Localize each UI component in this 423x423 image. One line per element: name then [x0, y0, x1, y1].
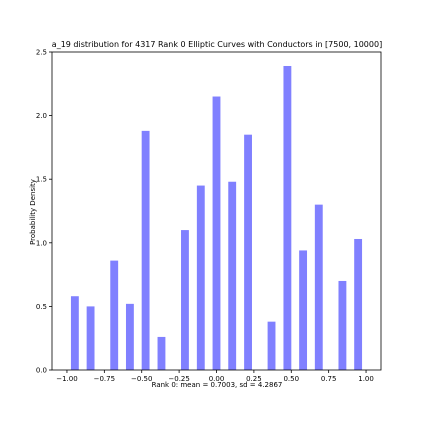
- x-tick-label: −0.25: [168, 375, 189, 383]
- histogram-bar: [354, 238, 363, 370]
- histogram-bar: [70, 296, 79, 370]
- histogram-bar: [110, 260, 119, 370]
- y-tick-label: 1.0: [36, 239, 47, 247]
- x-tick-label: 0.25: [246, 375, 262, 383]
- histogram-bar: [244, 134, 252, 370]
- histogram-bar: [196, 185, 205, 370]
- x-axis-ticks: −1.00 −0.75 −0.50 −0.25 0.00 0.25 0.50 0.75 1.00: [56, 370, 374, 383]
- y-axis-label: Probability Density: [29, 179, 37, 245]
- histogram-bar: [338, 280, 347, 370]
- x-tick-label: −1.00: [56, 375, 77, 383]
- bars-group: [70, 65, 363, 371]
- x-tick-label: 0.50: [283, 375, 299, 383]
- y-tick-label: 0.5: [36, 303, 47, 311]
- y-tick-label: 1.5: [36, 176, 47, 184]
- histogram-bar: [157, 336, 166, 370]
- x-tick-label: 0.75: [321, 375, 337, 383]
- y-tick-label: 2.0: [36, 112, 47, 120]
- chart-title: a_19 distribution for 4317 Rank 0 Ellipt…: [52, 40, 382, 49]
- histogram-bar: [267, 321, 276, 370]
- x-tick-label: 1.00: [358, 375, 374, 383]
- histogram-bar: [141, 130, 150, 370]
- histogram-bar: [299, 250, 308, 370]
- x-tick-label: −0.75: [94, 375, 115, 383]
- x-tick-label: 0.00: [209, 375, 225, 383]
- y-axis-ticks: 0.0 0.5 1.0 1.5 2.0 2.5: [36, 49, 52, 375]
- histogram-bar: [212, 96, 221, 371]
- histogram-bar: [228, 181, 237, 370]
- histogram-bar: [283, 65, 292, 370]
- y-tick-label: 0.0: [36, 367, 47, 375]
- histogram-bar: [86, 306, 95, 370]
- histogram-bar: [125, 303, 134, 370]
- y-tick-label: 2.5: [36, 49, 47, 57]
- histogram-bar: [314, 204, 323, 370]
- x-tick-label: −0.50: [131, 375, 152, 383]
- histogram-bar: [181, 230, 189, 370]
- x-axis-label: Rank 0: mean = 0.7003, sd = 4.2867: [152, 381, 283, 389]
